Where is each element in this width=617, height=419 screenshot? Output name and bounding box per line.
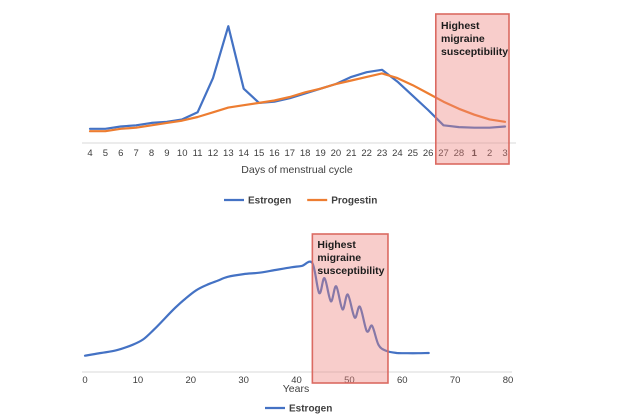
- x-tick-label: 20: [185, 375, 196, 386]
- legend-label: Estrogen: [289, 404, 332, 415]
- menstrual-cycle-chart: 4 5 6 7 8 9 10 11 12 13 14 15 16 17 18 19 20 21 22 23 24 25 26…: [82, 13, 516, 207]
- highlight-box: [435, 14, 509, 164]
- x-tick-label: 12: [208, 148, 219, 159]
- x-tick-label: 3: [502, 148, 507, 159]
- x-tick-label: 19: [315, 148, 326, 159]
- legend-label: Estrogen: [248, 196, 291, 207]
- lifetime-estrogen-chart: 0 10 20 30 40 50 60 70 80 Highestmigrainesuscepti…: [82, 233, 514, 415]
- x-tick-label: 14: [238, 148, 249, 159]
- x-tick-label: 7: [133, 148, 138, 159]
- x-tick-label: 25: [407, 148, 418, 159]
- x-tick-label: 2: [487, 148, 492, 159]
- x-tick-label: 17: [285, 148, 296, 159]
- x-tick-label: 30: [238, 375, 249, 386]
- highlight-label: migraine: [441, 33, 485, 45]
- x-tick-label: 13: [223, 148, 234, 159]
- highlight-box-border: [434, 13, 510, 165]
- x-tick-label: 27: [438, 148, 449, 159]
- x-tick-label: 4: [87, 148, 92, 159]
- highlight-label: susceptibility: [317, 265, 384, 277]
- x-tick-label: 60: [397, 375, 408, 386]
- highlight-label: migraine: [317, 252, 361, 264]
- x-tick-label: 10: [177, 148, 188, 159]
- x-tick-label: 5: [103, 148, 108, 159]
- legend: Estrogen: [265, 404, 332, 415]
- x-tick-label: 80: [503, 375, 514, 386]
- x-tick-label: 6: [118, 148, 123, 159]
- highlight-box: [312, 234, 388, 383]
- x-tick-label: 24: [392, 148, 403, 159]
- x-tick-label: 1: [472, 148, 478, 159]
- x-tick-label: 16: [269, 148, 280, 159]
- x-tick-label: 21: [346, 148, 357, 159]
- x-tick-label: 15: [254, 148, 265, 159]
- highlight-label: susceptibility: [441, 46, 508, 58]
- legend-item-estrogen: Estrogen: [265, 404, 332, 415]
- legend-item-progestin: Progestin: [307, 196, 377, 207]
- x-tick-label: 26: [423, 148, 434, 159]
- x-tick-label: 70: [450, 375, 461, 386]
- highlight-label: Highest: [441, 20, 480, 32]
- highlight-label: Highest: [317, 239, 356, 251]
- x-tick-label: 23: [377, 148, 388, 159]
- x-tick-label: 9: [164, 148, 169, 159]
- x-tick-label: 22: [361, 148, 372, 159]
- x-tick-label: 50: [344, 375, 355, 386]
- legend-item-estrogen: Estrogen: [224, 196, 291, 207]
- x-axis-title: Days of menstrual cycle: [241, 164, 353, 176]
- x-tick-label: 8: [149, 148, 154, 159]
- highlight-box-border: [311, 233, 389, 384]
- legend-label: Progestin: [331, 196, 377, 207]
- x-tick-label: 10: [133, 375, 144, 386]
- legend: Estrogen Progestin: [224, 196, 377, 207]
- estrogen-line: [83, 260, 430, 357]
- x-axis-title: Years: [283, 383, 309, 395]
- x-tick-label: 0: [82, 375, 87, 386]
- x-tick-label: 28: [454, 148, 465, 159]
- x-tick-label: 18: [300, 148, 311, 159]
- x-tick-label: 20: [331, 148, 342, 159]
- x-tick-label: 11: [193, 148, 203, 159]
- x-tick-label: 40: [291, 375, 302, 386]
